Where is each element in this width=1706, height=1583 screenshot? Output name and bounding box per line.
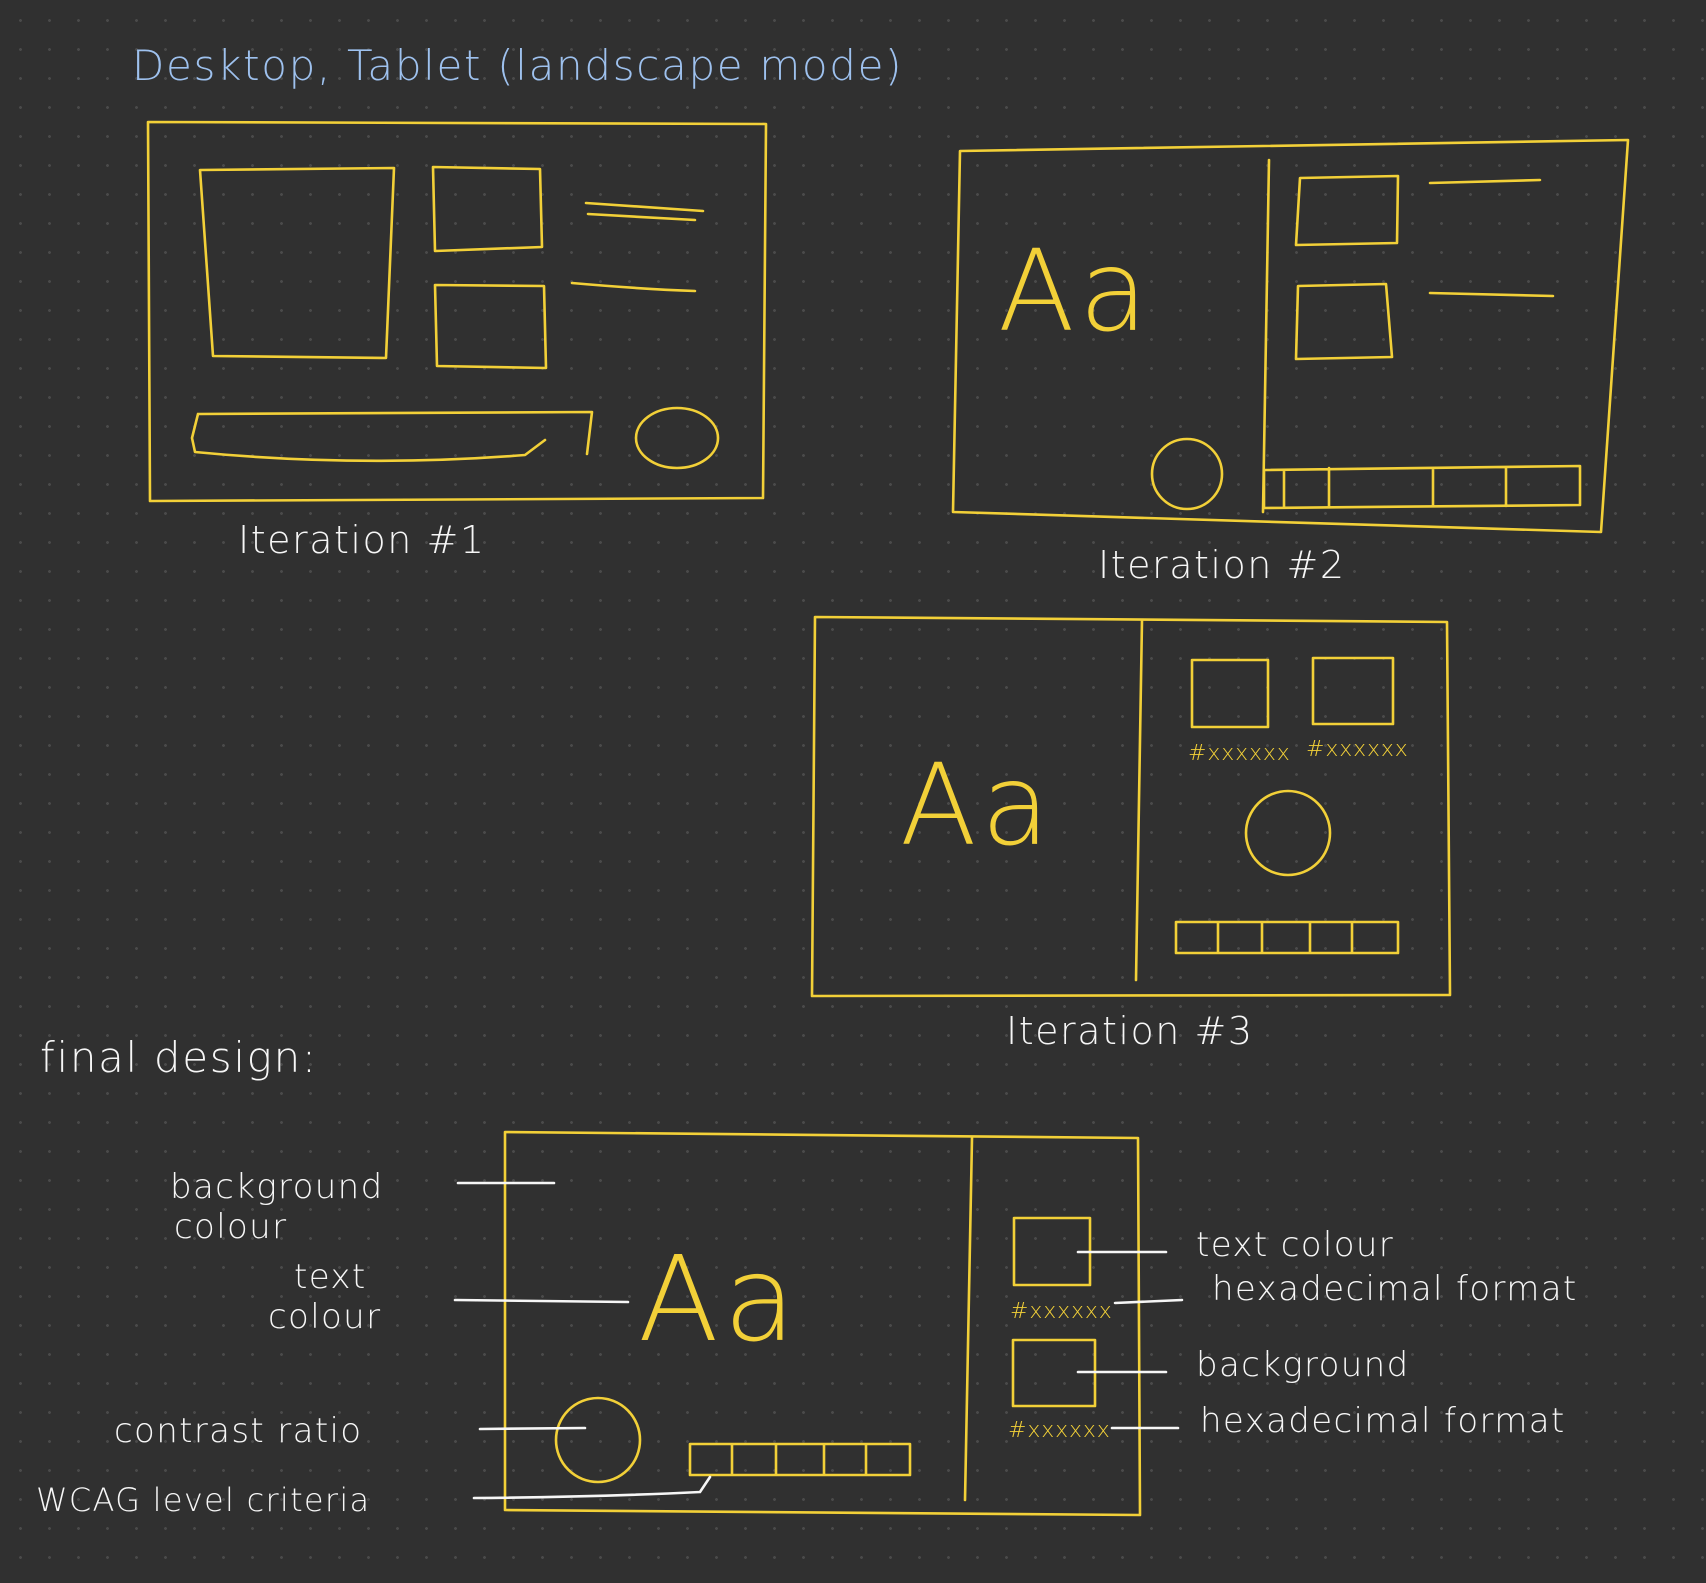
iteration-3-circle [1244, 789, 1332, 877]
final-hex-background: #xxxxxx [1008, 1418, 1111, 1443]
leader-text-colour [453, 1298, 630, 1304]
iteration-2-swatch-bottom [1294, 282, 1394, 361]
iteration-2-rating-bar [1262, 464, 1582, 510]
iteration-3-hex-2: #xxxxxx [1306, 737, 1409, 762]
leader-contrast-ratio [478, 1426, 587, 1431]
final-design-wireframe: Aa #xxxxxx #xxxxxx [503, 1130, 1142, 1517]
iteration-2-caption: Iteration #2 [1098, 543, 1346, 587]
leader-hex-format-1 [1113, 1298, 1184, 1305]
final-text-colour-swatch [1012, 1216, 1092, 1287]
label-swatch-text-colour: text colour [1196, 1225, 1394, 1265]
label-hex-format-2: hexadecimal format [1200, 1401, 1566, 1441]
iteration-3-swatch-1 [1190, 658, 1270, 729]
iteration-2-swatch-top [1294, 174, 1400, 247]
final-sample-text: Aa [638, 1230, 800, 1368]
iteration-1-large-box [198, 166, 396, 360]
iteration-3-divider [1134, 618, 1144, 982]
final-wcag-bar [688, 1442, 912, 1477]
label-background-colour-1: background [170, 1167, 384, 1207]
iteration-1-wireframe [146, 120, 768, 503]
final-background-swatch [1011, 1338, 1097, 1408]
iteration-2-wireframe: Aa [951, 138, 1630, 534]
iteration-1-bar [190, 410, 594, 463]
label-text-colour-2: colour [268, 1297, 381, 1337]
iteration-3-sample-text: Aa [900, 741, 1054, 871]
iteration-1-text-line-1 [584, 201, 705, 222]
label-text-colour-1: text [294, 1257, 367, 1297]
page-heading: Desktop, Tablet (landscape mode) [132, 41, 903, 90]
iteration-3-wireframe: Aa #xxxxxx #xxxxxx [810, 615, 1452, 998]
iteration-2-line-2 [1428, 291, 1555, 298]
iteration-3-hex-1: #xxxxxx [1188, 741, 1291, 766]
iteration-1-circle [634, 406, 720, 470]
iteration-1-caption: Iteration #1 [238, 518, 486, 562]
iteration-1-small-box-top [431, 165, 544, 253]
iteration-2-sample-text: Aa [998, 227, 1152, 357]
label-background-colour-2: colour [174, 1207, 287, 1247]
final-divider [963, 1136, 974, 1502]
iteration-1-frame [146, 120, 768, 503]
label-wcag: WCAG level criteria [36, 1481, 370, 1519]
iteration-1-small-box-bottom [433, 283, 548, 370]
final-contrast-circle [554, 1396, 642, 1484]
iteration-3-swatch-2 [1311, 656, 1395, 726]
iteration-2-frame [951, 138, 1630, 534]
iteration-2-line-1 [1428, 178, 1542, 185]
label-hex-format-1: hexadecimal format [1212, 1269, 1578, 1309]
label-swatch-background: background [1196, 1345, 1410, 1385]
final-frame [503, 1130, 1142, 1517]
final-hex-text-colour: #xxxxxx [1010, 1299, 1113, 1324]
iteration-3-rating-bar [1174, 920, 1400, 955]
iteration-2-divider [1261, 158, 1271, 514]
iteration-3-caption: Iteration #3 [1006, 1009, 1254, 1053]
leader-wcag [472, 1475, 712, 1500]
final-annotation-lines [453, 1181, 1184, 1500]
final-design-title: final design: [40, 1033, 318, 1082]
iteration-2-circle [1150, 437, 1224, 511]
label-contrast-ratio: contrast ratio [114, 1411, 362, 1451]
iteration-3-frame [810, 615, 1452, 998]
iteration-1-text-line-2 [570, 281, 697, 293]
